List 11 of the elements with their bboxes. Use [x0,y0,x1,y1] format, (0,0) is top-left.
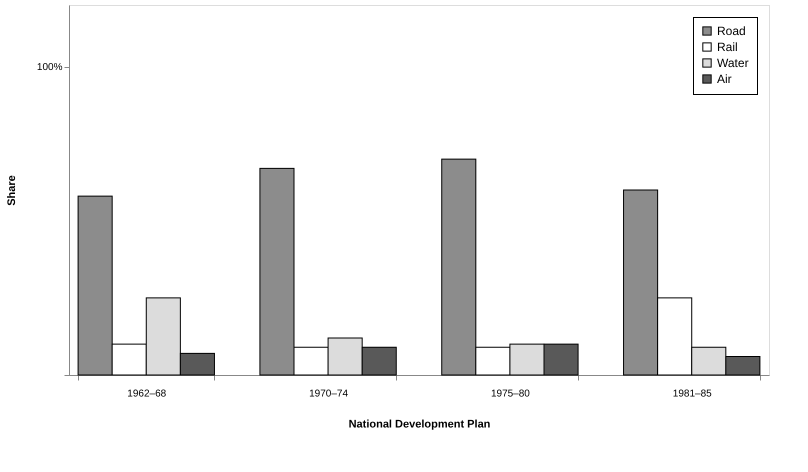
x-tick-label: 1981–85 [672,388,712,400]
legend-label: Air [717,72,732,86]
legend-label: Water [717,56,749,70]
x-tick-label: 1962–68 [127,388,167,400]
y-tick-label: 100% [36,62,63,74]
y-axis-title: Share [6,175,18,206]
x-axis-title: National Development Plan [348,418,491,430]
x-tick-label: 1975–80 [490,388,530,400]
legend-label: Rail [717,40,738,54]
x-tick-label: 1970–74 [309,388,348,400]
legend-label: Road [717,24,746,38]
